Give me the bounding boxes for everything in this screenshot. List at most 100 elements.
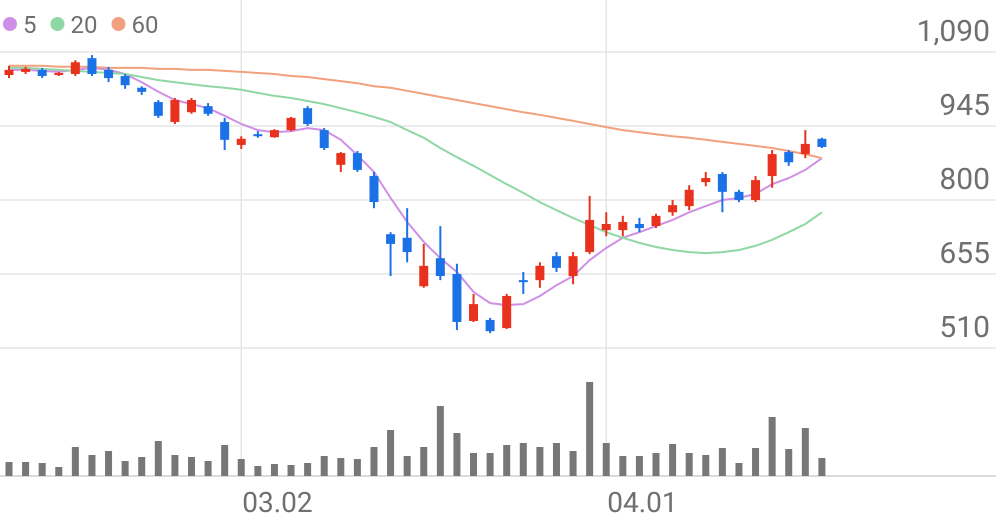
legend-label: 20 xyxy=(71,11,98,39)
volume-bar xyxy=(121,461,129,476)
candle-body xyxy=(601,224,611,231)
y-tick-label: 1,090 xyxy=(917,14,990,49)
candle-body xyxy=(651,215,661,227)
legend-marker xyxy=(50,17,65,31)
volume-bar xyxy=(420,447,428,476)
candle-body xyxy=(220,121,230,140)
candle-body xyxy=(734,191,744,201)
volume-bar xyxy=(752,448,760,476)
volume-bar xyxy=(619,456,627,476)
candle-body xyxy=(767,154,777,177)
candle-body xyxy=(203,106,213,114)
volume-bar xyxy=(669,444,677,476)
candle-body xyxy=(54,72,64,76)
candle-body xyxy=(502,295,512,329)
moving-average-line xyxy=(9,66,823,307)
candle-body xyxy=(70,62,80,74)
volume-bar xyxy=(105,451,113,476)
volume-bar xyxy=(785,449,793,476)
candle-body xyxy=(800,143,810,155)
volume-bar xyxy=(486,453,494,476)
y-tick-label: 510 xyxy=(939,310,990,345)
candle-body xyxy=(170,100,180,122)
candle-body xyxy=(452,274,462,322)
volume-bar xyxy=(470,453,478,476)
volume-bar xyxy=(71,447,79,476)
volume-bar xyxy=(5,462,13,476)
x-tick-label: 03.02 xyxy=(242,486,312,519)
volume-bar xyxy=(818,458,826,476)
volume-bar xyxy=(453,433,461,476)
volume-bar xyxy=(718,448,726,476)
volume-bar xyxy=(88,455,96,476)
volume-bar xyxy=(519,443,527,476)
volume-bar xyxy=(254,466,262,476)
candle-body xyxy=(535,265,545,281)
volume-bar xyxy=(536,447,544,476)
candle-body xyxy=(717,174,727,192)
candle-body xyxy=(684,189,694,207)
volume-bar xyxy=(221,445,229,476)
candle-body xyxy=(518,280,528,283)
candle-body xyxy=(668,205,678,213)
candle-body xyxy=(87,58,97,74)
candle-body xyxy=(618,221,628,231)
legend-marker xyxy=(111,17,126,31)
candle-body xyxy=(137,87,147,92)
volume-bar xyxy=(337,458,345,476)
volume-bar xyxy=(801,428,809,476)
candle-body xyxy=(386,234,396,244)
volume-bar xyxy=(304,463,312,476)
candle-body xyxy=(469,304,479,321)
legend-marker xyxy=(3,17,17,31)
volume-bar xyxy=(287,465,295,476)
candle-body xyxy=(153,102,163,116)
candle-body xyxy=(4,69,14,76)
volume-bar xyxy=(685,453,693,476)
candle-body xyxy=(419,265,429,287)
volume-bar xyxy=(768,417,776,476)
candle-body xyxy=(269,130,279,138)
volume-bar xyxy=(171,455,179,476)
candle-body xyxy=(352,153,362,170)
candle-body xyxy=(402,237,412,253)
volume-bar xyxy=(652,453,660,476)
volume-bar xyxy=(237,459,245,476)
candle-body xyxy=(817,138,827,147)
moving-average-line xyxy=(9,66,823,255)
candle-body xyxy=(236,138,246,145)
candle-body xyxy=(336,153,346,165)
candle-body xyxy=(303,108,313,124)
volume-bar xyxy=(436,406,444,476)
candle-body xyxy=(551,256,561,268)
volume-bar xyxy=(353,459,361,476)
candle-body xyxy=(751,180,761,201)
volume-bar xyxy=(702,455,710,476)
volume-bar xyxy=(320,456,328,476)
moving-average-line xyxy=(9,64,823,160)
candle-body xyxy=(568,256,578,277)
candle-body xyxy=(37,69,47,77)
volume-bar xyxy=(586,382,594,476)
candle-body xyxy=(585,219,595,253)
x-tick-label: 04.01 xyxy=(607,486,677,519)
candle-body xyxy=(21,68,31,72)
volume-bar xyxy=(635,456,643,476)
volume-bar xyxy=(204,461,212,476)
candle-body xyxy=(120,76,130,86)
candle-body xyxy=(701,178,711,183)
volume-bar xyxy=(187,457,195,476)
volume-bar xyxy=(602,443,610,476)
volume-bar xyxy=(370,447,378,476)
volume-bar xyxy=(569,451,577,476)
candle-body xyxy=(634,224,644,229)
candle-body xyxy=(186,100,196,113)
volume-bar xyxy=(387,430,395,476)
volume-bar xyxy=(735,463,743,476)
volume-bar xyxy=(55,467,63,476)
volume-bar xyxy=(154,441,162,476)
volume-bar xyxy=(138,457,146,476)
candle-body xyxy=(369,176,379,203)
volume-bar xyxy=(552,443,560,476)
